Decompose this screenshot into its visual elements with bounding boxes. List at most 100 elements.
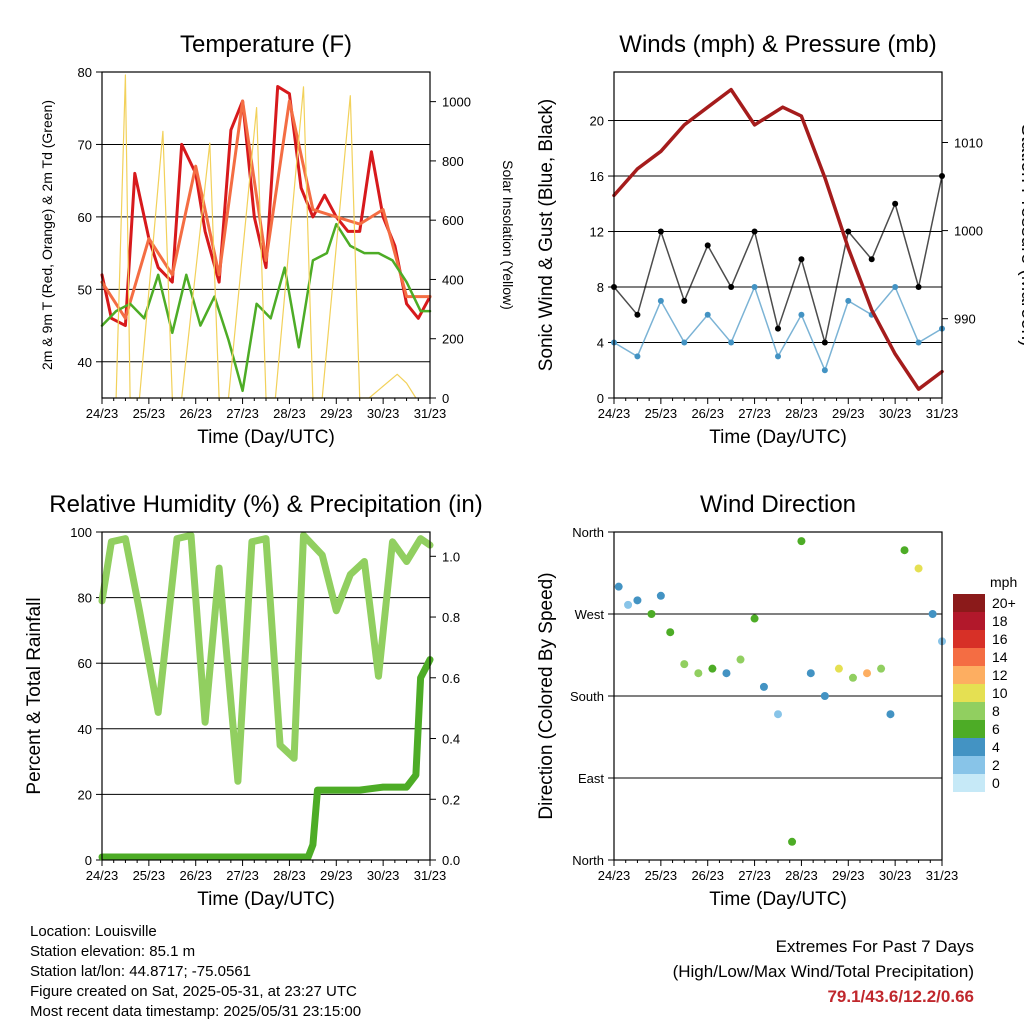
colorbar-label: 18 — [992, 613, 1008, 629]
x-tick-label: 25/23 — [645, 406, 678, 421]
y-right-tick-label: 400 — [442, 272, 464, 287]
x-tick-label: 24/23 — [86, 406, 119, 421]
chart-title: Winds (mph) & Pressure (mb) — [619, 31, 936, 58]
x-tick-label: 31/23 — [926, 406, 959, 421]
colorbar-label: 20+ — [992, 595, 1016, 611]
y-right-tick-label: 600 — [442, 213, 464, 228]
direction-point — [750, 614, 759, 623]
y-tick-label: 0 — [85, 853, 92, 868]
colorbar-swatch — [953, 666, 985, 684]
x-tick-label: 28/23 — [273, 868, 306, 883]
y-tick-label: 50 — [78, 282, 92, 297]
colorbar-label: 10 — [992, 685, 1008, 701]
y-right-tick-label: 1000 — [442, 95, 471, 110]
y-tick-label: 60 — [78, 656, 92, 671]
plot-frame — [613, 531, 943, 861]
y-right-tick-label: 0.4 — [442, 732, 460, 747]
direction-point — [877, 664, 886, 673]
colorbar-label: 2 — [992, 757, 1000, 773]
direction-point — [680, 660, 689, 669]
direction-point — [694, 669, 703, 678]
y-tick-label: East — [578, 771, 604, 786]
x-axis-label: Time (Day/UTC) — [197, 427, 335, 448]
x-tick-label: 27/23 — [226, 406, 259, 421]
x-tick-label: 24/23 — [598, 868, 631, 883]
x-tick-label: 31/23 — [414, 868, 447, 883]
series-line — [100, 99, 432, 320]
colorbar-title: mph — [990, 574, 1017, 590]
colorbar-label: 8 — [992, 703, 1000, 719]
y-right-tick-label: 0.6 — [442, 671, 460, 686]
direction-point — [863, 669, 872, 678]
series-line — [100, 85, 432, 328]
plot-frame — [101, 531, 431, 861]
colorbar-label: 16 — [992, 631, 1008, 647]
chart-panel-2: Winds (mph) & Pressure (mb) 0 4 8 12 16 20 990 1… — [536, 31, 1024, 448]
direction-point — [624, 600, 633, 609]
y-axis-label: Direction (Colored By Speed) — [536, 572, 557, 819]
y-right-axis-label: Solar Insolation (Yellow) — [500, 160, 516, 310]
direction-point — [806, 669, 815, 678]
y-tick-label: 70 — [78, 137, 92, 152]
latlon-text: Station lat/lon: 44.8717; -75.0561 — [30, 963, 252, 980]
y-tick-label: North — [572, 525, 604, 540]
x-tick-label: 26/23 — [179, 406, 212, 421]
x-axis-label: Time (Day/UTC) — [709, 427, 847, 448]
direction-point — [708, 664, 717, 673]
y-tick-label: 8 — [597, 280, 604, 295]
recent-text: Most recent data timestamp: 2025/05/31 2… — [30, 1003, 362, 1020]
y-right-tick-label: 0.0 — [442, 853, 460, 868]
x-tick-label: 26/23 — [179, 868, 212, 883]
direction-point — [914, 564, 923, 573]
y-tick-label: 80 — [78, 591, 92, 606]
colorbar-label: 4 — [992, 739, 1000, 755]
series-line — [613, 175, 943, 343]
x-tick-label: 24/23 — [598, 406, 631, 421]
chart-title: Temperature (F) — [180, 31, 352, 58]
y-right-tick-label: 0.8 — [442, 610, 460, 625]
station-info: Location: Louisville Station elevation: … — [30, 922, 361, 1022]
direction-point — [820, 692, 829, 700]
y-tick-label: 20 — [590, 114, 604, 129]
chart-panel-3: Relative Humidity (%) & Precipitation (i… — [24, 491, 483, 910]
colorbar-swatch — [953, 738, 985, 756]
y-tick-label: 12 — [590, 225, 604, 240]
colorbar-label: 14 — [992, 649, 1008, 665]
chart-panel-4: Wind DirectionNorthEastSouthWestNorth24/… — [536, 491, 1017, 910]
y-axis-label: 2m & 9m T (Red, Orange) & 2m Td (Green) — [39, 100, 55, 370]
direction-point — [736, 655, 745, 664]
y-axis-label: Sonic Wind & Gust (Blue, Black) — [536, 99, 557, 371]
x-tick-label: 29/23 — [832, 406, 865, 421]
y-tick-label: 40 — [78, 355, 92, 370]
x-tick-label: 26/23 — [691, 406, 724, 421]
y-tick-label: 20 — [78, 787, 92, 802]
series-line — [613, 284, 943, 373]
direction-point — [928, 610, 937, 618]
x-tick-label: 25/23 — [133, 406, 166, 421]
y-right-tick-label: 800 — [442, 154, 464, 169]
y-tick-label: 16 — [590, 169, 604, 184]
plot-frame — [101, 71, 431, 399]
chart-title: Wind Direction — [700, 491, 856, 518]
x-tick-label: 30/23 — [367, 868, 400, 883]
x-tick-label: 27/23 — [738, 868, 771, 883]
x-tick-label: 30/23 — [879, 868, 912, 883]
series-line — [115, 74, 417, 399]
colorbar-swatch — [953, 630, 985, 648]
location-text: Location: Louisville — [30, 923, 157, 940]
colorbar-swatch — [953, 612, 985, 630]
colorbar: mph 20+ 18 16 14 12 10 8 6 4 2 0 — [953, 574, 1017, 792]
y-axis-label: Percent & Total Rainfall — [24, 597, 45, 794]
elevation-text: Station elevation: 85.1 m — [30, 943, 196, 960]
direction-point — [722, 669, 731, 678]
colorbar-label: 6 — [992, 721, 1000, 737]
colorbar-swatch — [953, 720, 985, 738]
y-right-tick-label: 1010 — [954, 135, 983, 150]
y-tick-label: South — [570, 689, 604, 704]
x-axis-label: Time (Day/UTC) — [197, 889, 335, 910]
y-tick-label: West — [575, 607, 605, 622]
y-tick-label: North — [572, 853, 604, 868]
x-tick-label: 31/23 — [926, 868, 959, 883]
plot-frame — [613, 71, 943, 399]
